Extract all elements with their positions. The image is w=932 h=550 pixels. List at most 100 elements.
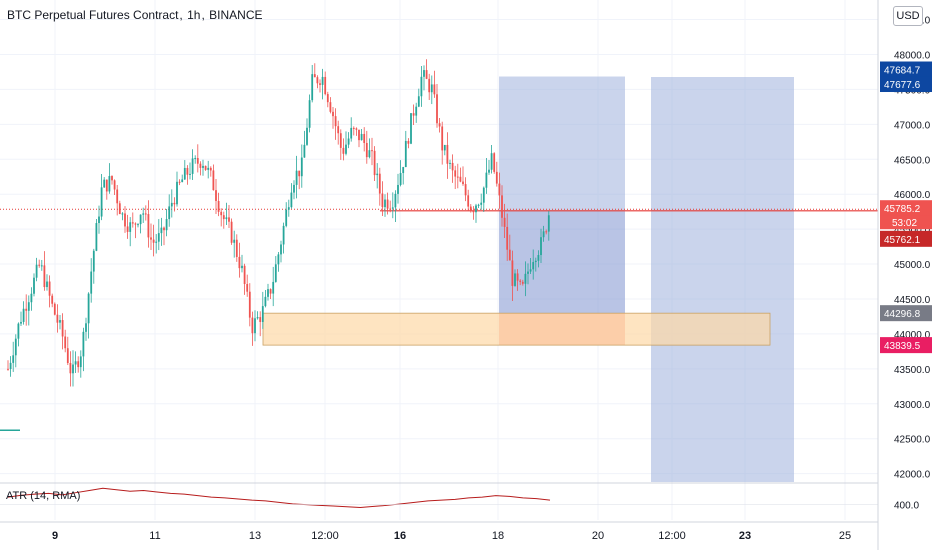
candle-body xyxy=(170,202,173,207)
candle-body xyxy=(285,209,288,226)
y-tick-label: 46000.0 xyxy=(894,190,931,201)
candle-body xyxy=(248,291,251,318)
candle-body xyxy=(378,173,381,194)
candle-body xyxy=(165,219,168,231)
candle-body xyxy=(87,293,90,324)
price-tag[interactable]: 47677.6 xyxy=(880,76,932,93)
candle-body xyxy=(410,113,412,144)
price-tag-label: 45785.2 xyxy=(884,204,921,215)
price-tag[interactable]: 47684.7 xyxy=(880,61,932,78)
candle-body xyxy=(347,138,350,145)
candle-body xyxy=(246,284,249,292)
candle-body xyxy=(371,150,373,152)
candle-body xyxy=(519,280,522,282)
candle-body xyxy=(225,217,228,220)
candle-body xyxy=(66,348,69,363)
candle-body xyxy=(79,356,82,368)
candle-body xyxy=(230,221,233,243)
candle-body xyxy=(157,233,160,242)
candle-body xyxy=(475,205,477,213)
candle-body xyxy=(196,158,199,164)
indicator-label[interactable]: ATR (14, RMA) xyxy=(6,490,81,502)
x-tick-label: 20 xyxy=(592,530,604,542)
atr-axis-label: 400.0 xyxy=(894,501,919,512)
candle-body xyxy=(121,213,124,215)
price-tag[interactable]: 43839.5 xyxy=(880,337,932,354)
candle-body xyxy=(25,308,28,311)
price-tag[interactable]: 45785.2 xyxy=(880,200,932,217)
candle-body xyxy=(228,217,230,222)
x-tick-label: 23 xyxy=(739,530,751,542)
y-tick-label: 42500.0 xyxy=(894,435,931,446)
candle-body xyxy=(303,144,306,158)
y-tick-label: 44500.0 xyxy=(894,295,931,306)
price-tag-bg xyxy=(880,337,932,354)
countdown-bg xyxy=(880,215,932,230)
price-tag-bg xyxy=(880,76,932,93)
y-tick-label: 47000.0 xyxy=(894,120,931,131)
price-tag-bg xyxy=(880,61,932,78)
candle-body xyxy=(329,102,332,112)
candle-body xyxy=(326,94,329,103)
candle-body xyxy=(537,255,540,261)
candle-body xyxy=(417,96,420,107)
candle-body xyxy=(152,239,155,243)
candle-body xyxy=(176,181,178,205)
candle-body xyxy=(449,162,451,164)
candle-body xyxy=(430,84,433,93)
candle-body xyxy=(423,70,425,77)
candle-body xyxy=(69,362,72,374)
price-tag[interactable]: 45762.1 xyxy=(880,230,932,247)
candle-body xyxy=(235,239,238,257)
candle-body xyxy=(12,355,15,363)
price-tag-label: 47677.6 xyxy=(884,80,921,91)
candle-body xyxy=(33,277,35,294)
candle-body xyxy=(53,303,56,315)
candle-body xyxy=(72,364,74,374)
symbol-title[interactable]: BTC Perpetual Futures Contract, 1h, BINA… xyxy=(7,8,263,22)
candle-body xyxy=(451,162,454,171)
candle-body xyxy=(532,262,535,270)
candle-body xyxy=(345,144,347,154)
symbol-name: BTC Perpetual Futures Contract xyxy=(7,8,179,22)
price-tag-bg xyxy=(880,305,932,322)
candle-body xyxy=(287,207,290,210)
candle-body xyxy=(20,321,22,324)
candle-body xyxy=(35,264,38,278)
candle-body xyxy=(14,338,17,356)
candle-body xyxy=(368,150,371,158)
candle-body xyxy=(17,323,20,339)
candle-body xyxy=(332,111,334,117)
y-tick-label: 43000.0 xyxy=(894,400,931,411)
candle-body xyxy=(108,176,111,192)
candle-body xyxy=(407,140,410,144)
candle-body xyxy=(217,200,220,212)
candle-body xyxy=(194,158,197,160)
candle-body xyxy=(391,207,394,209)
currency-badge[interactable]: USD xyxy=(893,6,923,26)
price-tag-bg xyxy=(880,200,932,217)
candle-body xyxy=(443,144,446,151)
candle-body xyxy=(358,129,360,141)
candle-body xyxy=(321,76,324,85)
candle-body xyxy=(498,183,501,196)
candle-body xyxy=(48,281,51,296)
candle-body xyxy=(420,76,423,97)
candle-body xyxy=(82,331,85,357)
candle-body xyxy=(527,271,529,274)
candle-body xyxy=(404,140,407,168)
candle-body xyxy=(92,250,95,272)
candle-body xyxy=(462,181,464,185)
candle-body xyxy=(256,317,259,319)
y-tick-label: 44000.0 xyxy=(894,330,931,341)
candle-body xyxy=(103,179,106,188)
price-tag[interactable]: 44296.8 xyxy=(880,305,932,322)
candle-body xyxy=(274,264,277,282)
price-tag-label: 44296.8 xyxy=(884,309,921,320)
candle-body xyxy=(295,170,298,185)
candle-body xyxy=(516,273,519,281)
candle-body xyxy=(238,256,241,269)
candle-body xyxy=(22,308,25,322)
countdown-label: 53:02 xyxy=(892,218,917,229)
